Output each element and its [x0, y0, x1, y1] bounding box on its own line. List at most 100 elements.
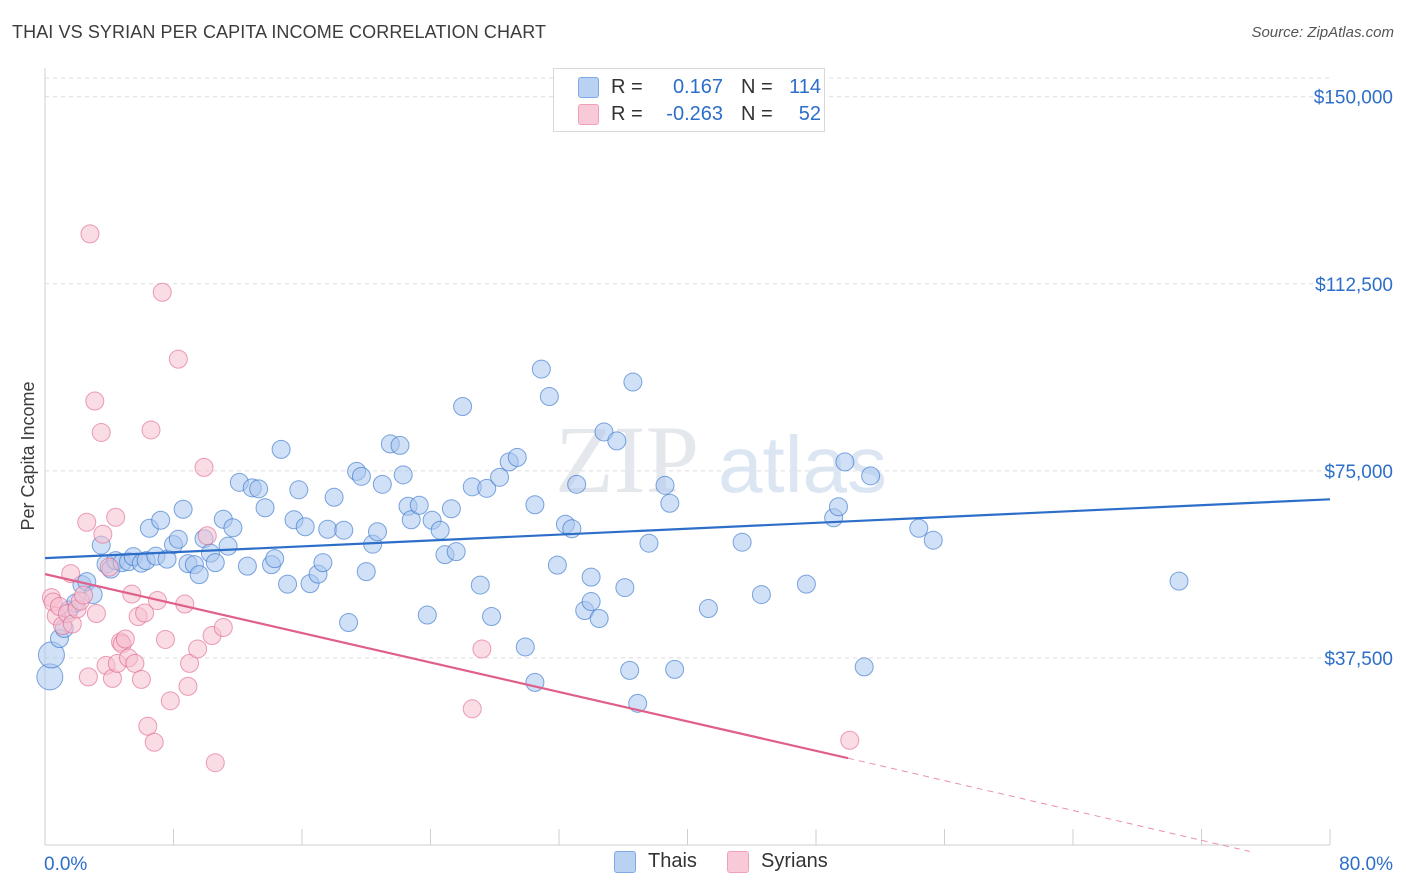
thais-point	[295, 517, 315, 537]
series-legend: Thais Syrians	[0, 850, 1406, 878]
syrians-r-label: R =	[611, 102, 643, 125]
thais-r-label: R =	[611, 75, 643, 98]
thais-point	[732, 532, 752, 552]
syrians-n-label: N =	[741, 102, 773, 125]
thais-point	[255, 498, 275, 518]
thais-point	[835, 452, 855, 472]
syrians-swatch	[578, 103, 599, 125]
thais-point	[515, 637, 535, 657]
syrians-trend-line	[44, 573, 849, 760]
syrians-point	[180, 653, 200, 673]
thais-point	[547, 555, 567, 575]
thais-point	[271, 439, 291, 459]
syrians-point	[462, 699, 482, 719]
legend-row-syrians: R = -0.263 N = 52	[578, 101, 821, 127]
thais-point	[490, 467, 510, 487]
thais-point	[623, 372, 643, 392]
syrians-point	[131, 669, 151, 689]
thais-n-value: 114	[789, 75, 821, 98]
thais-point	[1169, 571, 1189, 591]
syrians-point	[194, 457, 214, 477]
thais-point	[861, 466, 881, 486]
syrians-point	[99, 557, 119, 577]
y-axis-label: Per Capita Income	[18, 381, 38, 530]
syrians-point	[144, 732, 164, 752]
thais-point	[909, 518, 929, 538]
thais-point	[265, 549, 285, 569]
syrians-point	[85, 391, 105, 411]
syrians-r-value: -0.263	[666, 102, 723, 125]
thais-point	[324, 487, 344, 507]
y-tick-label: $150,000	[1314, 88, 1393, 109]
stats-legend: R = 0.167 N = 114 R = -0.263 N = 52	[553, 68, 825, 132]
thais-point	[356, 562, 376, 582]
syrians-point	[74, 585, 94, 605]
syrians-point	[77, 512, 97, 532]
thais-point	[409, 495, 429, 515]
thais-point	[393, 465, 413, 485]
thais-point	[482, 607, 502, 627]
thais-point	[589, 609, 609, 629]
thais-point	[417, 605, 437, 625]
x-tick-label-max: 80.0%	[1339, 854, 1393, 875]
syrians-legend-swatch	[727, 850, 749, 873]
thais-point	[351, 466, 371, 486]
syrians-point	[125, 653, 145, 673]
legend-item-thais[interactable]: Thais	[614, 850, 697, 873]
thais-point	[205, 553, 225, 573]
syrians-point	[135, 603, 155, 623]
thais-point	[581, 567, 601, 587]
thais-n-label: N =	[741, 75, 773, 98]
thais-point	[507, 447, 527, 467]
thais-point	[313, 553, 333, 573]
syrians-point	[78, 667, 98, 687]
thais-point	[539, 387, 559, 407]
syrians-point	[160, 691, 180, 711]
syrians-point	[178, 676, 198, 696]
syrians-point	[141, 420, 161, 440]
thais-point	[390, 435, 410, 455]
thais-point	[796, 574, 816, 594]
syrians-n-value: 52	[798, 102, 821, 125]
thais-point	[189, 565, 209, 585]
syrians-point	[213, 617, 233, 637]
thais-point	[278, 574, 298, 594]
thais-point	[289, 480, 309, 500]
thais-point	[372, 474, 392, 494]
chart-title: THAI VS SYRIAN PER CAPITA INCOME CORRELA…	[12, 22, 547, 42]
syrians-point	[205, 753, 225, 773]
thais-point	[339, 613, 359, 633]
syrians-point	[93, 524, 113, 544]
thais-point	[660, 493, 680, 513]
y-tick-label: $112,500	[1315, 275, 1393, 296]
thais-point	[237, 556, 257, 576]
syrians-point	[168, 349, 188, 369]
thais-point	[173, 499, 193, 519]
thais-point	[923, 530, 943, 550]
watermark-zip: ZIP	[555, 406, 699, 513]
thais-point	[854, 657, 874, 677]
x-tick-label-min: 0.0%	[44, 854, 87, 875]
thais-swatch	[578, 76, 599, 98]
thais-point	[620, 660, 640, 680]
syrians-trend-extension	[848, 757, 1250, 852]
syrians-point	[138, 716, 158, 736]
source-credit: Source: ZipAtlas.com	[1251, 24, 1394, 41]
syrians-point	[115, 629, 135, 649]
watermark-atlas: atlas	[718, 420, 887, 509]
thais-point	[639, 533, 659, 553]
thais-point	[581, 592, 601, 612]
syrians-point	[86, 604, 106, 624]
thais-point	[477, 478, 497, 498]
thais-point	[151, 510, 171, 530]
legend-row-thais: R = 0.167 N = 114	[578, 74, 821, 100]
syrians-point	[188, 639, 208, 659]
thais-legend-swatch	[614, 850, 636, 873]
y-tick-label: $75,000	[1324, 462, 1393, 483]
syrians-point	[840, 730, 860, 750]
thais-point	[430, 520, 450, 540]
thais-point	[367, 522, 387, 542]
syrians-point	[197, 526, 217, 546]
legend-item-syrians[interactable]: Syrians	[727, 850, 828, 873]
